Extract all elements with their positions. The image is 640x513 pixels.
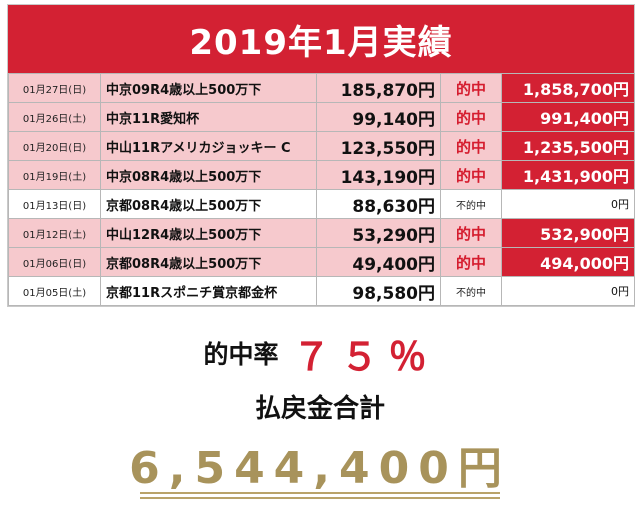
hit-status: 的中: [440, 73, 502, 103]
bet-amount: 98,580円: [316, 276, 441, 306]
bet-amount: 49,400円: [316, 247, 441, 277]
results-table: 01月27日(日) 中京09R4歳以上500万下 185,870円 的中 1,858,7…: [8, 73, 635, 306]
gold-underline-bottom: [140, 497, 500, 499]
bet-amount: 53,290円: [316, 218, 441, 248]
race-date: 01月27日(日): [8, 73, 101, 103]
payout-amount: 0円: [501, 189, 635, 219]
payout-total-label: 払戻金合計: [254, 394, 385, 424]
bet-amount: 143,190円: [316, 160, 441, 190]
race-name: 京都08R4歳以上500万下: [100, 247, 317, 277]
result-row: 01月27日(日) 中京09R4歳以上500万下 185,870円 的中 1,858,7…: [8, 73, 635, 103]
race-date: 01月20日(日): [8, 131, 101, 161]
payout-amount: 991,400円: [501, 102, 635, 132]
race-name: 中京08R4歳以上500万下: [100, 160, 317, 190]
result-row: 01月05日(土) 京都11Rスポニチ賞京都金杯 98,580円 不的中 0円: [8, 276, 635, 306]
bet-amount: 185,870円: [316, 73, 441, 103]
race-date: 01月26日(土): [8, 102, 101, 132]
gold-underline-top: [140, 492, 500, 494]
result-row: 01月06日(日) 京都08R4歳以上500万下 49,400円 的中 494,000円: [8, 247, 635, 277]
payout-amount: 1,858,700円: [501, 73, 635, 103]
payout-amount: 1,431,900円: [501, 160, 635, 190]
bet-amount: 88,630円: [316, 189, 441, 219]
race-name: 中山12R4歳以上500万下: [100, 218, 317, 248]
payout-amount: 532,900円: [501, 218, 635, 248]
result-row: 01月13日(日) 京都08R4歳以上500万下 88,630円 不的中 0円: [8, 189, 635, 219]
hit-status: 的中: [440, 218, 502, 248]
race-date: 01月19日(土): [8, 160, 101, 190]
race-date: 01月12日(土): [8, 218, 101, 248]
race-name: 中京11R愛知杯: [100, 102, 317, 132]
hit-status: 的中: [440, 247, 502, 277]
hit-rate-value: ７５％: [292, 334, 437, 379]
hit-status: 的中: [440, 102, 502, 132]
payout-amount: 494,000円: [501, 247, 635, 277]
hit-status: 的中: [440, 160, 502, 190]
payout-total-value: 6,544,400円: [129, 443, 511, 494]
hit-status: 的中: [440, 131, 502, 161]
hit-status: 不的中: [440, 189, 502, 219]
banner-title: 2019年1月実績: [8, 5, 634, 73]
hit-rate-label: 的中率: [203, 340, 279, 369]
race-date: 01月06日(日): [8, 247, 101, 277]
race-name: 中山11Rアメリカジョッキー C: [100, 131, 317, 161]
result-row: 01月20日(日) 中山11Rアメリカジョッキー C 123,550円 的中 1,235…: [8, 131, 635, 161]
race-name: 京都11Rスポニチ賞京都金杯: [100, 276, 317, 306]
hit-rate: 的中率 ７５％: [0, 328, 640, 379]
result-row: 01月26日(土) 中京11R愛知杯 99,140円 的中 991,400円: [8, 102, 635, 132]
payout-amount: 0円: [501, 276, 635, 306]
bet-amount: 99,140円: [316, 102, 441, 132]
payout-amount: 1,235,500円: [501, 131, 635, 161]
race-name: 中京09R4歳以上500万下: [100, 73, 317, 103]
hit-status: 不的中: [440, 276, 502, 306]
result-row: 01月19日(土) 中京08R4歳以上500万下 143,190円 的中 1,431,9…: [8, 160, 635, 190]
race-date: 01月05日(土): [8, 276, 101, 306]
results-panel: 2019年1月実績 01月27日(日) 中京09R4歳以上500万下 185,870…: [7, 4, 635, 307]
race-date: 01月13日(日): [8, 189, 101, 219]
race-name: 京都08R4歳以上500万下: [100, 189, 317, 219]
bet-amount: 123,550円: [316, 131, 441, 161]
result-row: 01月12日(土) 中山12R4歳以上500万下 53,290円 的中 532,900円: [8, 218, 635, 248]
